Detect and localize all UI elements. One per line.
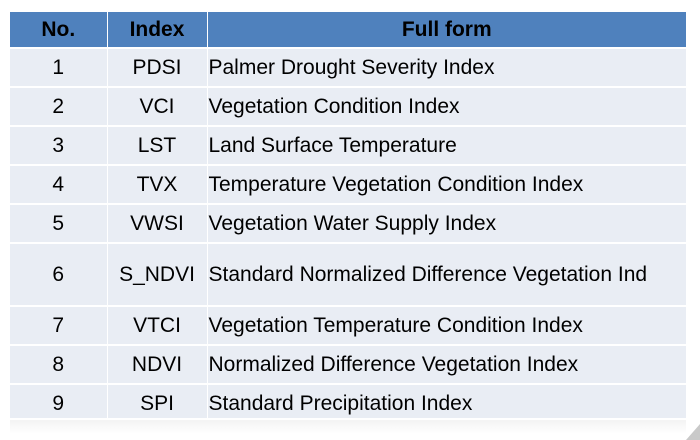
index-table: No. Index Full form 1 PDSI Palmer Drough… [10, 12, 686, 418]
row-index: LST [107, 125, 208, 165]
page-corner-decoration [686, 424, 700, 440]
row-index: VCI [107, 86, 208, 126]
table-shadow [10, 420, 686, 434]
row-number: 1 [10, 47, 108, 87]
table-row: 9 SPI Standard Precipitation Index [10, 383, 686, 418]
row-number: 5 [10, 203, 108, 243]
table-row: 3 LST Land Surface Temperature [10, 125, 686, 165]
header-full-form: Full form [207, 12, 686, 48]
row-number: 3 [10, 125, 108, 165]
table-row: 5 VWSI Vegetation Water Supply Index [10, 203, 686, 243]
row-full-form: Normalized Difference Vegetation Index [207, 344, 686, 384]
row-full-form: Standard Normalized Difference Vegetatio… [207, 242, 686, 306]
header-no: No. [10, 12, 108, 48]
table-row: 8 NDVI Normalized Difference Vegetation … [10, 344, 686, 384]
row-full-form: Temperature Vegetation Condition Index [207, 164, 686, 204]
row-index: NDVI [107, 344, 208, 384]
table-row: 1 PDSI Palmer Drought Severity Index [10, 47, 686, 87]
row-index: VWSI [107, 203, 208, 243]
table-row: 7 VTCI Vegetation Temperature Condition … [10, 305, 686, 345]
row-number: 6 [10, 242, 108, 306]
row-full-form: Palmer Drought Severity Index [207, 47, 686, 87]
row-number: 2 [10, 86, 108, 126]
row-full-form: Vegetation Water Supply Index [207, 203, 686, 243]
table-row: 4 TVX Temperature Vegetation Condition I… [10, 164, 686, 204]
row-number: 8 [10, 344, 108, 384]
row-index: VTCI [107, 305, 208, 345]
row-number: 9 [10, 383, 108, 418]
row-index: TVX [107, 164, 208, 204]
row-index: S_NDVI [107, 242, 208, 306]
row-index: SPI [107, 383, 208, 418]
row-full-form: Land Surface Temperature [207, 125, 686, 165]
table-row: 6 S_NDVI Standard Normalized Difference … [10, 242, 686, 306]
row-full-form: Vegetation Condition Index [207, 86, 686, 126]
row-index: PDSI [107, 47, 208, 87]
row-number: 4 [10, 164, 108, 204]
header-index: Index [107, 12, 208, 48]
index-table-container: No. Index Full form 1 PDSI Palmer Drough… [10, 12, 686, 418]
row-full-form: Vegetation Temperature Condition Index [207, 305, 686, 345]
table-row: 2 VCI Vegetation Condition Index [10, 86, 686, 126]
row-full-form: Standard Precipitation Index [207, 383, 686, 418]
row-number: 7 [10, 305, 108, 345]
header-row: No. Index Full form [10, 12, 686, 48]
